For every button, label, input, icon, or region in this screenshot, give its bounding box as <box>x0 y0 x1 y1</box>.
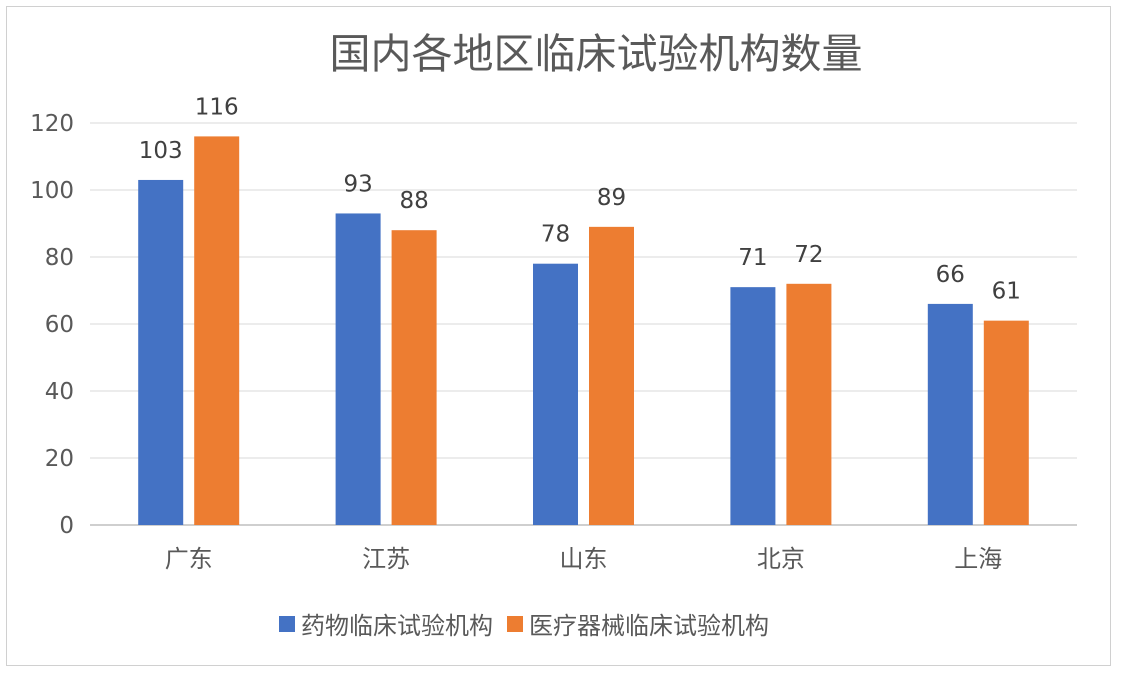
bar-drug-1 <box>335 213 381 525</box>
bar-drug-3 <box>730 287 776 525</box>
bar-device-2 <box>589 226 634 525</box>
legend-label: 医疗器械临床试验机构 <box>529 612 769 640</box>
y-tick-label: 60 <box>45 312 74 338</box>
legend-swatch <box>507 616 523 632</box>
data-label: 88 <box>399 188 428 214</box>
legend-label: 药物临床试验机构 <box>301 612 493 640</box>
legend-swatch <box>279 616 295 632</box>
y-tick-label: 40 <box>45 379 74 405</box>
y-tick-label: 80 <box>45 245 74 271</box>
y-tick-label: 20 <box>45 446 74 472</box>
bar-device-0 <box>194 136 240 525</box>
x-tick-label: 江苏 <box>362 545 410 573</box>
y-tick-label: 120 <box>30 111 74 137</box>
bar-device-1 <box>391 230 437 525</box>
data-label: 66 <box>936 262 965 288</box>
bar-device-3 <box>786 283 832 525</box>
y-tick-label: 100 <box>30 178 74 204</box>
data-label: 71 <box>738 245 767 271</box>
x-tick-label: 北京 <box>757 545 805 573</box>
data-label: 78 <box>541 222 570 248</box>
chart-title: 国内各地区临床试验机构数量 <box>330 30 863 78</box>
data-label: 93 <box>343 171 372 197</box>
x-tick-label: 山东 <box>560 545 608 573</box>
data-label: 103 <box>139 138 183 164</box>
x-tick-label: 上海 <box>954 545 1002 573</box>
x-tick-label: 广东 <box>165 545 213 573</box>
y-tick-label: 0 <box>59 513 74 539</box>
bar-device-4 <box>983 320 1029 525</box>
data-label: 72 <box>794 242 823 268</box>
data-label: 116 <box>195 94 239 120</box>
data-label: 89 <box>597 185 626 211</box>
bar-drug-0 <box>138 179 184 525</box>
data-label: 61 <box>992 279 1021 305</box>
bar-drug-4 <box>927 303 973 525</box>
bar-drug-2 <box>533 263 578 525</box>
